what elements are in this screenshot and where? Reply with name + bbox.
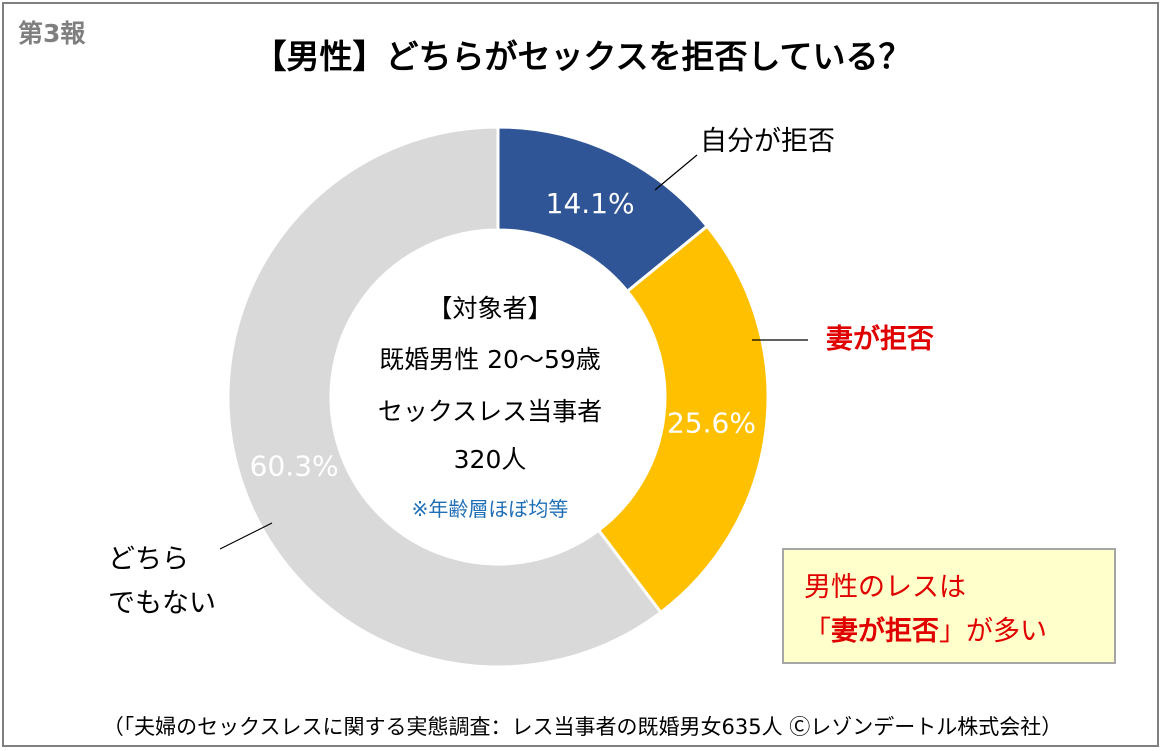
label-neither-line1: どちら [108,544,189,575]
callout-close: 」が多い [939,616,1047,647]
center-line3: 320人 [453,445,527,474]
label-neither-line2: でもない [108,588,216,619]
source-note: （「夫婦のセックスレスに関する実態調査：レス当事者の既婚男女635人 Ⓒレゾンデ… [102,715,1063,739]
callout-emphasis: 妻が拒否 [831,616,939,647]
slice-wife [596,224,770,615]
slice-label-wife: 25.6% [667,407,756,440]
callout-line2: 「妻が拒否」が多い [804,610,1114,654]
slice-label-neither: 60.3% [250,449,339,482]
slice-neither [226,125,663,669]
chart-title: 【男性】どちらがセックスを拒否している？ [253,37,912,76]
report-tag: 第3報 [18,19,86,48]
center-line1: 既婚男性 20～59歳 [379,345,601,374]
label-wife: 妻が拒否 [826,324,934,355]
callout-line1: 男性のレスは [804,572,966,603]
center-line2: セックスレス当事者 [377,397,603,426]
center-heading: 【対象者】 [427,294,553,323]
center-note: ※年齢層ほぼ均等 [411,497,569,521]
label-self: 自分が拒否 [700,126,835,157]
callout-box: 男性のレスは 「妻が拒否」が多い [782,548,1116,664]
leader-line-self [654,154,698,191]
slice-label-self: 14.1% [546,187,635,220]
leader-line-neither [219,522,273,550]
callout-open: 「 [804,616,831,647]
